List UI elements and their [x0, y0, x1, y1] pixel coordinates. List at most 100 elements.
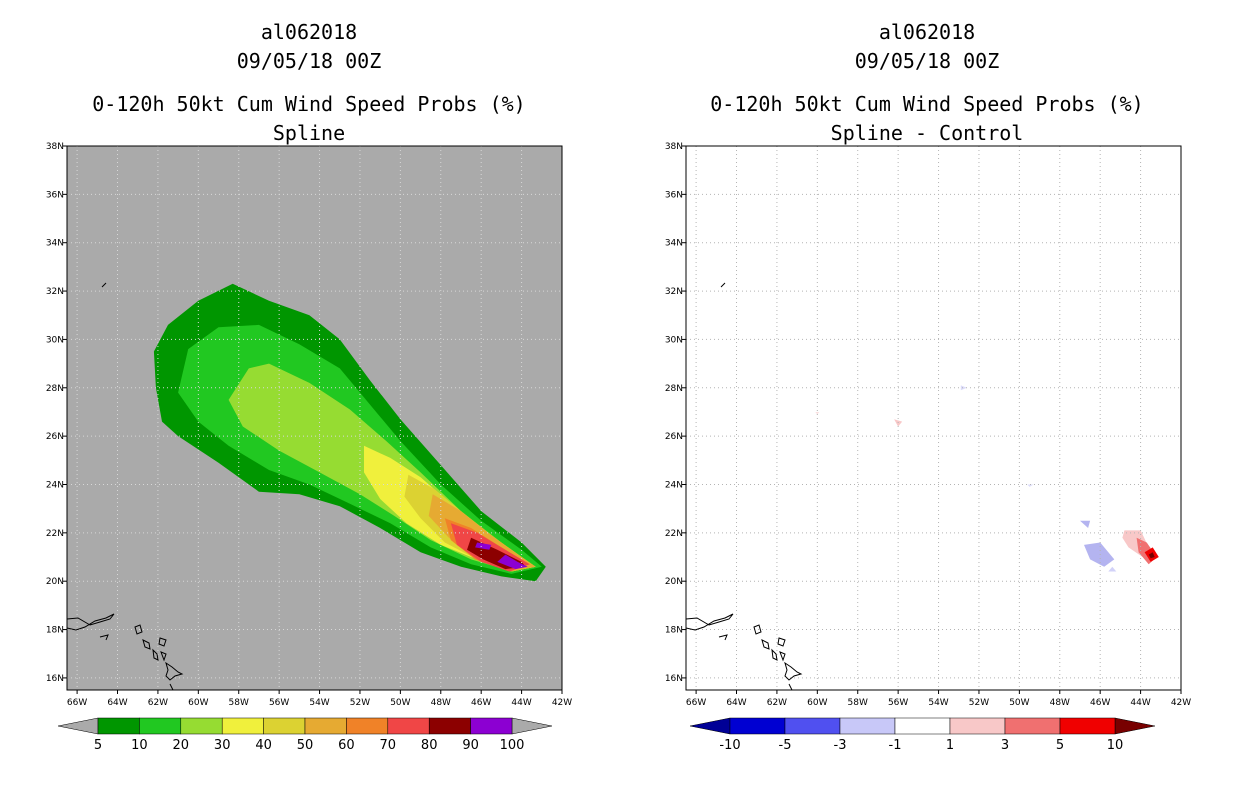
y-tick-label: 30N — [46, 335, 64, 345]
x-tick-label: 58W — [848, 698, 868, 708]
colorbar-swatch — [263, 717, 306, 735]
colorbar: 5 10 20 30 40 50 60 70 80 90 100 — [57, 717, 553, 753]
contour-region-90 — [497, 554, 528, 570]
y-tick-label: 20N — [46, 577, 64, 587]
map-area — [686, 146, 1181, 690]
x-tick-label: 50W — [1009, 698, 1029, 708]
coastline — [720, 282, 726, 288]
contour-region-1 — [815, 412, 820, 415]
colorbar-over-triangle — [511, 717, 553, 735]
coastline — [761, 639, 770, 650]
x-tick-label: 54W — [309, 698, 329, 708]
y-tick-label: 38N — [665, 142, 683, 152]
colorbar-label: 90 — [462, 738, 479, 753]
colorbar-swatch — [221, 717, 264, 735]
map-frame — [685, 145, 1182, 691]
colorbar-label: 80 — [421, 738, 438, 753]
colorbar-swatch — [839, 717, 896, 735]
x-tick-label: 52W — [350, 698, 370, 708]
y-tick-label: 16N — [46, 674, 64, 684]
x-tick-label: 64W — [726, 698, 746, 708]
y-tick-label: 34N — [46, 239, 64, 249]
chart-subtitle: Spline — [273, 121, 345, 145]
x-tick-label: 58W — [229, 698, 249, 708]
coastline — [169, 683, 174, 690]
x-tick-label: 48W — [1050, 698, 1070, 708]
contour-region-90 — [475, 542, 492, 550]
colorbar: -10 -5 -3 -1 1 3 5 10 — [689, 717, 1156, 753]
colorbar-swatch — [1059, 717, 1116, 735]
chart-subtitle: Spline - Control — [831, 121, 1024, 145]
y-tick-label: 26N — [46, 432, 64, 442]
colorbar-swatch — [1004, 717, 1061, 735]
colorbar-swatch — [729, 717, 786, 735]
chart-title: 0-120h 50kt Cum Wind Speed Probs (%) — [710, 92, 1143, 116]
datetime: 09/05/18 00Z — [237, 49, 382, 73]
coastline — [165, 661, 184, 681]
storm-id: al062018 — [261, 20, 357, 44]
colorbar-under-triangle — [57, 717, 99, 735]
colorbar-swatch — [180, 717, 223, 735]
y-tick-label: 30N — [665, 335, 683, 345]
coastline — [777, 637, 786, 647]
coastline — [142, 639, 151, 650]
y-tick-label: 28N — [665, 384, 683, 394]
y-tick-label: 38N — [46, 142, 64, 152]
y-tick-label: 36N — [46, 190, 64, 200]
y-tick-label: 22N — [665, 529, 683, 539]
coastline — [718, 634, 728, 641]
coastline — [686, 613, 734, 631]
panel-2: al062018 09/05/18 00Z 0-120h 50kt Cum Wind… — [665, 20, 1191, 753]
coastline — [784, 661, 803, 681]
contour-region--5 — [1080, 520, 1091, 528]
x-tick-label: 60W — [807, 698, 827, 708]
x-tick-label: 46W — [1090, 698, 1110, 708]
colorbar-swatch — [139, 717, 182, 735]
y-tick-label: 24N — [665, 480, 683, 490]
coastline — [788, 683, 793, 690]
coastline — [160, 651, 167, 662]
colorbar-swatch — [387, 717, 430, 735]
y-tick-label: 22N — [46, 529, 64, 539]
colorbar-under-triangle — [689, 717, 731, 735]
x-tick-label: 56W — [269, 698, 289, 708]
colorbar-label: 30 — [214, 738, 231, 753]
coastline — [101, 282, 107, 288]
colorbar-label: -10 — [719, 738, 740, 753]
coastline — [99, 634, 109, 641]
colorbar-label: 5 — [1056, 738, 1064, 753]
y-tick-label: 26N — [665, 432, 683, 442]
map-area — [67, 146, 562, 690]
colorbar-swatch — [97, 717, 140, 735]
y-tick-label: 28N — [46, 384, 64, 394]
colorbar-label: -1 — [889, 738, 902, 753]
y-tick-label: 32N — [665, 287, 683, 297]
x-tick-label: 52W — [969, 698, 989, 708]
colorbar-label: 70 — [380, 738, 397, 753]
y-tick-label: 20N — [665, 577, 683, 587]
contour-region-10 — [1148, 552, 1155, 559]
colorbar-swatch — [470, 717, 513, 735]
x-tick-label: 42W — [552, 698, 572, 708]
storm-id: al062018 — [879, 20, 975, 44]
panel-1: al062018 09/05/18 00Z 0-120h 50kt Cum Wind… — [46, 20, 572, 753]
colorbar-label: 3 — [1001, 738, 1009, 753]
colorbar-swatch — [346, 717, 389, 735]
colorbar-swatch — [894, 717, 951, 735]
coastline — [67, 613, 115, 631]
coastline — [158, 637, 167, 647]
x-tick-label: 48W — [431, 698, 451, 708]
x-tick-label: 46W — [471, 698, 491, 708]
x-tick-label: 66W — [67, 698, 87, 708]
colorbar-label: 1 — [946, 738, 954, 753]
chart-title: 0-120h 50kt Cum Wind Speed Probs (%) — [92, 92, 525, 116]
y-tick-label: 34N — [665, 239, 683, 249]
x-tick-label: 44W — [511, 698, 531, 708]
x-tick-label: 44W — [1130, 698, 1150, 708]
y-tick-label: 32N — [46, 287, 64, 297]
coastline — [134, 624, 143, 635]
map-frame — [66, 145, 563, 691]
map-background — [686, 146, 1181, 690]
colorbar-label: 10 — [131, 738, 148, 753]
x-tick-label: 56W — [888, 698, 908, 708]
